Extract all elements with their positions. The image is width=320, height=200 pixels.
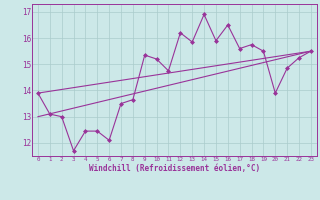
X-axis label: Windchill (Refroidissement éolien,°C): Windchill (Refroidissement éolien,°C) xyxy=(89,164,260,173)
